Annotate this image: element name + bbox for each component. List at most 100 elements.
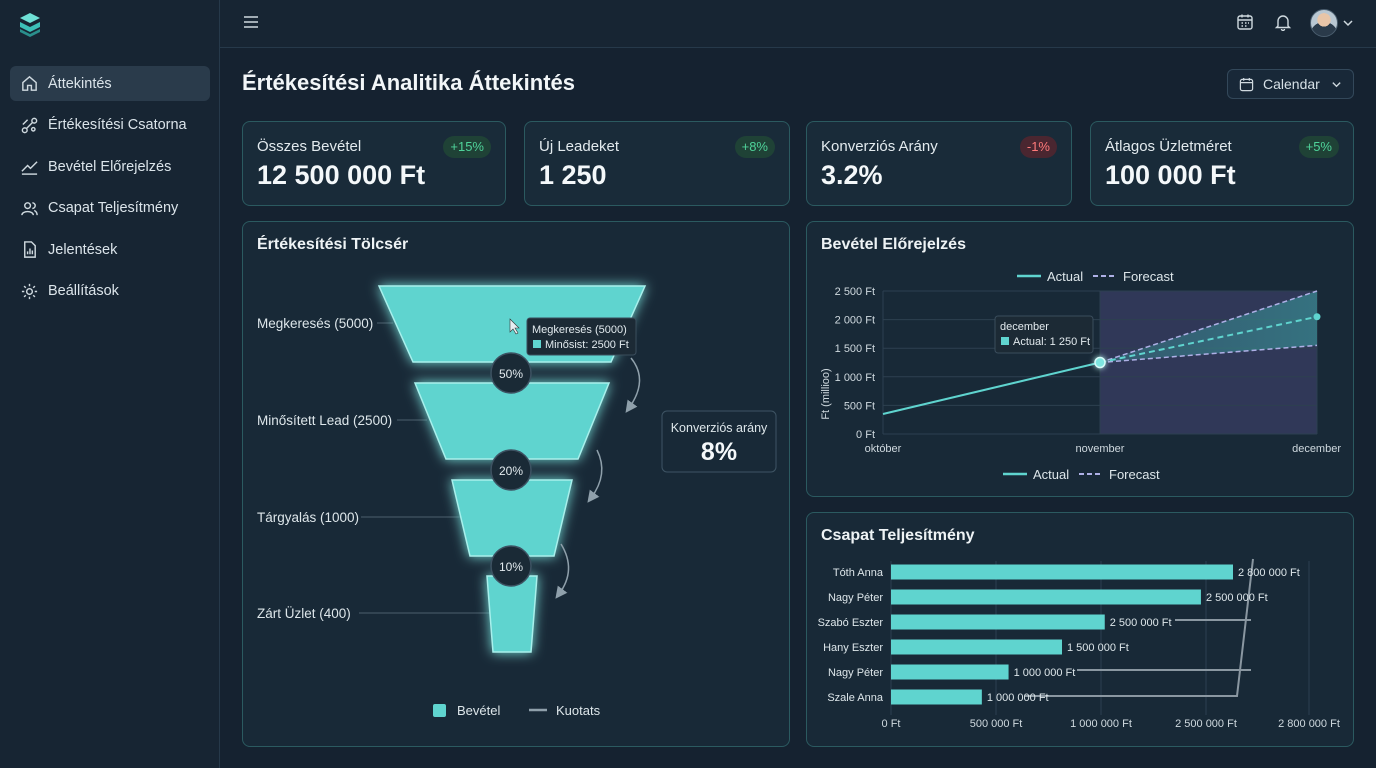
channel-icon bbox=[21, 117, 38, 133]
chevron-down-icon[interactable] bbox=[1342, 17, 1354, 29]
funnel-stage-label: Zárt Üzlet (400) bbox=[257, 606, 351, 621]
team-bar[interactable] bbox=[891, 639, 1062, 655]
calendar-grid-icon[interactable] bbox=[1236, 13, 1254, 31]
x-tick-label: 0 Ft bbox=[882, 718, 901, 730]
forecast-title: Bevétel Előrejelzés bbox=[821, 236, 966, 253]
x-tick-label: december bbox=[1292, 443, 1341, 455]
gear-icon bbox=[21, 283, 38, 300]
legend-label: Actual bbox=[1047, 269, 1083, 284]
calendar-button[interactable]: Calendar bbox=[1227, 69, 1354, 99]
users-icon bbox=[21, 201, 38, 216]
svg-text:50%: 50% bbox=[499, 367, 523, 381]
kpi-label: Átlagos Üzletméret bbox=[1105, 138, 1232, 155]
bar-value-label: 1 000 000 Ft bbox=[1014, 667, 1076, 679]
svg-text:Megkeresés (5000): Megkeresés (5000) bbox=[532, 324, 627, 336]
forecast-panel: Bevétel Előrejelzés Actual Forecast 0 Ft… bbox=[806, 221, 1354, 497]
forecast-point[interactable] bbox=[1313, 313, 1321, 321]
team-bar-chart: 0 Ft 500 000 Ft 1 000 000 Ft 2 500 000 Ft 2 … bbox=[818, 558, 1340, 730]
svg-text:Minősist: 2500 Ft: Minősist: 2500 Ft bbox=[545, 339, 629, 351]
sidebar-item-label: Áttekintés bbox=[48, 75, 112, 92]
forecast-tooltip: december Actual: 1 250 Ft bbox=[994, 315, 1094, 354]
x-tick-label: 1 000 000 Ft bbox=[1070, 718, 1132, 730]
sidebar-item-beallitasok[interactable]: Beállítások bbox=[10, 274, 210, 309]
forecast-chart: Actual Forecast 0 Ft 500 Ft 1 000 Ft 1 500 … bbox=[820, 269, 1341, 482]
sidebar-item-elorejelzes[interactable]: Bevétel Előrejelzés bbox=[10, 149, 210, 184]
sidebar-item-label: Jelentések bbox=[48, 241, 118, 258]
calendar-label: Calendar bbox=[1263, 76, 1320, 92]
flow-arrow-icon bbox=[625, 357, 641, 413]
sidebar-item-csatorna[interactable]: Értékesítési Csatorna bbox=[10, 108, 210, 143]
sidebar-item-label: Csapat Teljesítmény bbox=[48, 200, 179, 217]
bar-category-label: Hany Eszter bbox=[823, 642, 883, 654]
sidebar-item-csapat[interactable]: Csapat Teljesítmény bbox=[10, 191, 210, 226]
y-tick-label: 1 000 Ft bbox=[835, 372, 875, 384]
svg-text:Actual: 1 250 Ft: Actual: 1 250 Ft bbox=[1013, 336, 1090, 348]
logo-icon[interactable] bbox=[18, 12, 42, 38]
kpi-value: 12 500 000 Ft bbox=[257, 160, 426, 190]
funnel-stage-label: Minősített Lead (2500) bbox=[257, 413, 392, 428]
kpi-change-badge: +15% bbox=[443, 136, 491, 158]
legend-label: Kuotats bbox=[556, 703, 601, 718]
trend-icon bbox=[21, 161, 38, 175]
funnel-rate-badge: 20% bbox=[490, 449, 532, 491]
kpi-value: 1 250 bbox=[539, 160, 607, 190]
team-bar[interactable] bbox=[891, 614, 1105, 630]
forecast-legend-bottom: Actual Forecast bbox=[1003, 467, 1160, 482]
legend-swatch-bevetel bbox=[433, 704, 446, 717]
bar-value-label: 2 500 000 Ft bbox=[1206, 592, 1268, 604]
kpi-label: Új Leadeket bbox=[539, 138, 620, 155]
kpi-card-conversion[interactable]: Konverziós Arány 3.2% -1% bbox=[806, 121, 1072, 206]
bar-value-label: 2 800 000 Ft bbox=[1238, 567, 1300, 579]
kpi-change-badge: -1% bbox=[1019, 136, 1057, 158]
svg-text:8%: 8% bbox=[701, 438, 737, 466]
team-bar[interactable] bbox=[891, 589, 1201, 605]
page-title: Értékesítési Analitika Áttekintés bbox=[242, 70, 575, 95]
kpi-card-deal-size[interactable]: Átlagos Üzletméret 100 000 Ft +5% bbox=[1090, 121, 1354, 206]
top-bar bbox=[220, 0, 1376, 48]
funnel-rate-badge: 10% bbox=[490, 545, 532, 587]
sidebar-item-label: Értékesítési Csatorna bbox=[48, 117, 187, 134]
forecast-lower-line bbox=[1099, 344, 1318, 364]
funnel-panel: Értékesítési Tölcsér Megkeresés (5000) M… bbox=[242, 221, 790, 747]
funnel-tooltip: Megkeresés (5000) Minősist: 2500 Ft bbox=[526, 317, 637, 356]
calendar-icon bbox=[1239, 77, 1254, 91]
x-tick-label: november bbox=[1076, 443, 1125, 455]
avatar[interactable] bbox=[1310, 9, 1338, 37]
kpi-card-revenue[interactable]: Összes Bevétel 12 500 000 Ft +15% bbox=[242, 121, 506, 206]
report-icon bbox=[24, 241, 36, 259]
actual-series-line bbox=[882, 361, 1101, 415]
team-bar[interactable] bbox=[891, 664, 1009, 680]
sidebar-item-jelentesek[interactable]: Jelentések bbox=[10, 232, 210, 267]
chevron-down-icon bbox=[1332, 81, 1341, 87]
flow-arrow-icon bbox=[587, 449, 603, 503]
funnel-rate-badge: 50% bbox=[490, 352, 532, 394]
cursor-icon bbox=[509, 318, 520, 335]
funnel-legend: Bevétel Kuotats bbox=[433, 703, 601, 718]
funnel-stage-minositett[interactable] bbox=[413, 382, 611, 460]
hamburger-menu-icon[interactable] bbox=[242, 13, 260, 31]
kpi-label: Konverziós Arány bbox=[821, 138, 938, 155]
team-bar[interactable] bbox=[891, 564, 1233, 580]
home-icon bbox=[22, 75, 37, 91]
kpi-change-badge: +5% bbox=[1298, 136, 1339, 158]
funnel-stage-zart[interactable] bbox=[486, 575, 538, 653]
bar-category-label: Tóth Anna bbox=[833, 567, 884, 579]
y-tick-label: 500 Ft bbox=[844, 400, 875, 412]
actual-point[interactable] bbox=[1094, 356, 1106, 369]
kpi-card-leads[interactable]: Új Leadeket 1 250 +8% bbox=[524, 121, 790, 206]
funnel-stage-label: Tárgyalás (1000) bbox=[257, 510, 359, 525]
bell-icon[interactable] bbox=[1274, 13, 1292, 31]
kpi-value: 3.2% bbox=[821, 160, 883, 190]
sidebar-item-attekintes[interactable]: Áttekintés bbox=[10, 66, 210, 101]
team-bar[interactable] bbox=[891, 689, 982, 705]
sidebar-item-label: Beállítások bbox=[48, 283, 119, 300]
bar-value-label: 2 500 000 Ft bbox=[1110, 617, 1172, 629]
funnel-stage-targyalas[interactable] bbox=[451, 479, 573, 557]
bar-value-label: 1 000 000 Ft bbox=[987, 692, 1049, 704]
y-tick-label: 2 000 Ft bbox=[835, 315, 875, 327]
forecast-series-line bbox=[1099, 315, 1318, 364]
x-tick-label: 2 800 000 Ft bbox=[1278, 718, 1340, 730]
x-tick-label: október bbox=[865, 443, 902, 455]
svg-text:10%: 10% bbox=[499, 560, 523, 574]
legend-label: Forecast bbox=[1123, 269, 1174, 284]
